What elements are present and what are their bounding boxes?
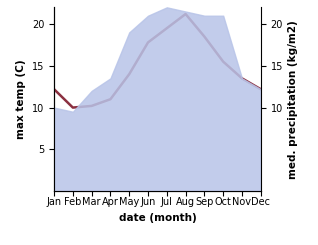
Y-axis label: max temp (C): max temp (C) (17, 60, 26, 139)
X-axis label: date (month): date (month) (119, 213, 196, 223)
Y-axis label: med. precipitation (kg/m2): med. precipitation (kg/m2) (288, 20, 298, 179)
